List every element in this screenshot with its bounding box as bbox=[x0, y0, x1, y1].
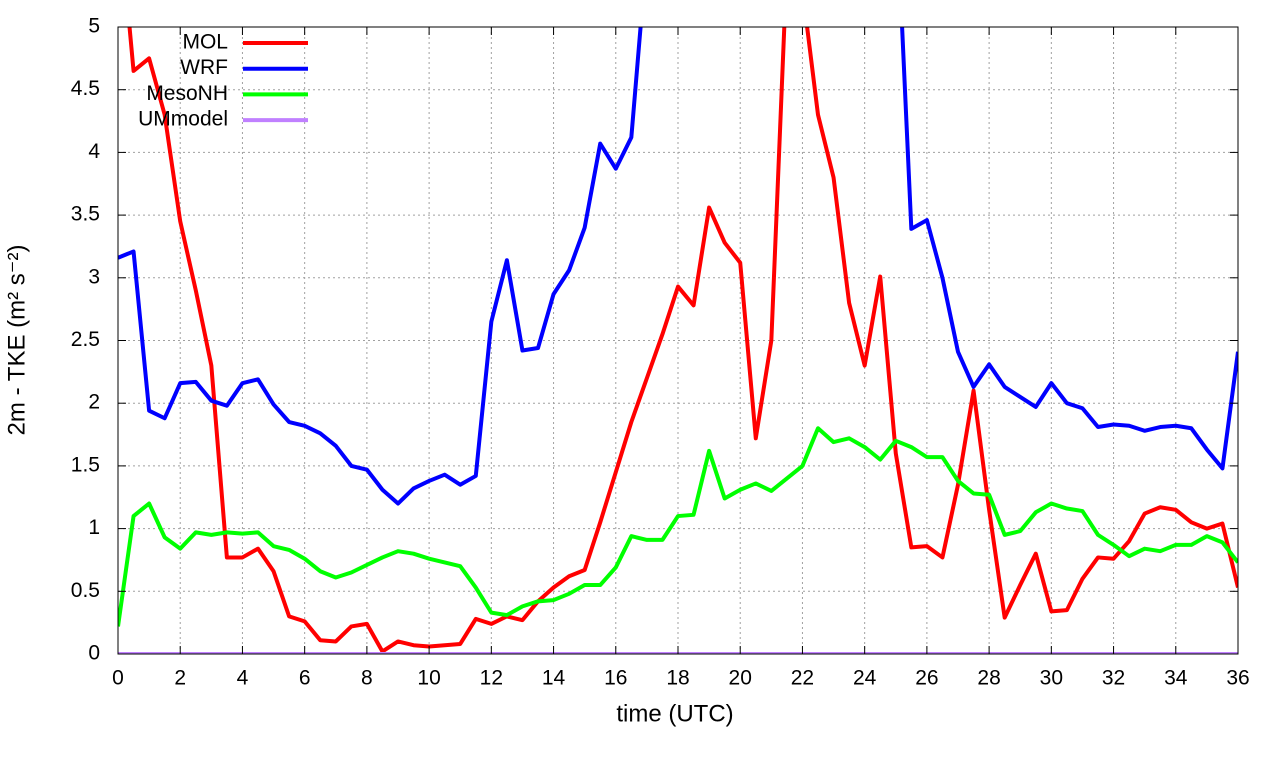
y-tick-label: 3 bbox=[88, 265, 100, 288]
y-tick-label: 4.5 bbox=[71, 77, 100, 100]
x-tick-label: 14 bbox=[542, 667, 566, 690]
x-axis-label: time (UTC) bbox=[616, 700, 733, 727]
x-tick-label: 32 bbox=[1102, 667, 1125, 690]
y-tick-label: 3.5 bbox=[71, 203, 100, 226]
x-tick-label: 10 bbox=[417, 667, 440, 690]
x-tick-label: 16 bbox=[604, 667, 627, 690]
y-tick-label: 1.5 bbox=[71, 453, 100, 476]
x-tick-label: 30 bbox=[1040, 667, 1063, 690]
x-tick-label: 0 bbox=[112, 667, 124, 690]
x-tick-label: 8 bbox=[361, 667, 373, 690]
x-tick-label: 18 bbox=[666, 667, 689, 690]
legend-label: WRF bbox=[180, 56, 228, 79]
y-tick-label: 2 bbox=[88, 391, 100, 414]
y-tick-label: 5 bbox=[88, 15, 100, 38]
x-tick-label: 36 bbox=[1226, 667, 1249, 690]
x-tick-label: 26 bbox=[915, 667, 938, 690]
x-tick-label: 2 bbox=[174, 667, 186, 690]
x-tick-label: 6 bbox=[299, 667, 311, 690]
x-tick-label: 12 bbox=[480, 667, 503, 690]
series-line bbox=[127, 27, 1238, 654]
x-tick-label: 34 bbox=[1164, 667, 1188, 690]
x-tick-label: 4 bbox=[237, 667, 249, 690]
y-tick-label: 4 bbox=[88, 140, 100, 163]
y-tick-label: 1 bbox=[88, 516, 100, 539]
legend-label: MOL bbox=[182, 31, 228, 54]
x-tick-label: 22 bbox=[791, 667, 814, 690]
series-line bbox=[118, 426, 1238, 627]
legend-label: MesoNH bbox=[146, 82, 228, 105]
legend-label: UMmodel bbox=[138, 108, 228, 131]
series-line bbox=[118, 27, 1238, 506]
y-tick-label: 2.5 bbox=[71, 328, 100, 351]
y-axis-label: 2m - TKE (m² s⁻²) bbox=[3, 245, 30, 436]
y-tick-label: 0.5 bbox=[71, 579, 100, 602]
y-tick-label: 0 bbox=[88, 642, 100, 665]
x-tick-label: 28 bbox=[977, 667, 1000, 690]
x-tick-label: 24 bbox=[853, 667, 877, 690]
x-tick-label: 20 bbox=[729, 667, 752, 690]
